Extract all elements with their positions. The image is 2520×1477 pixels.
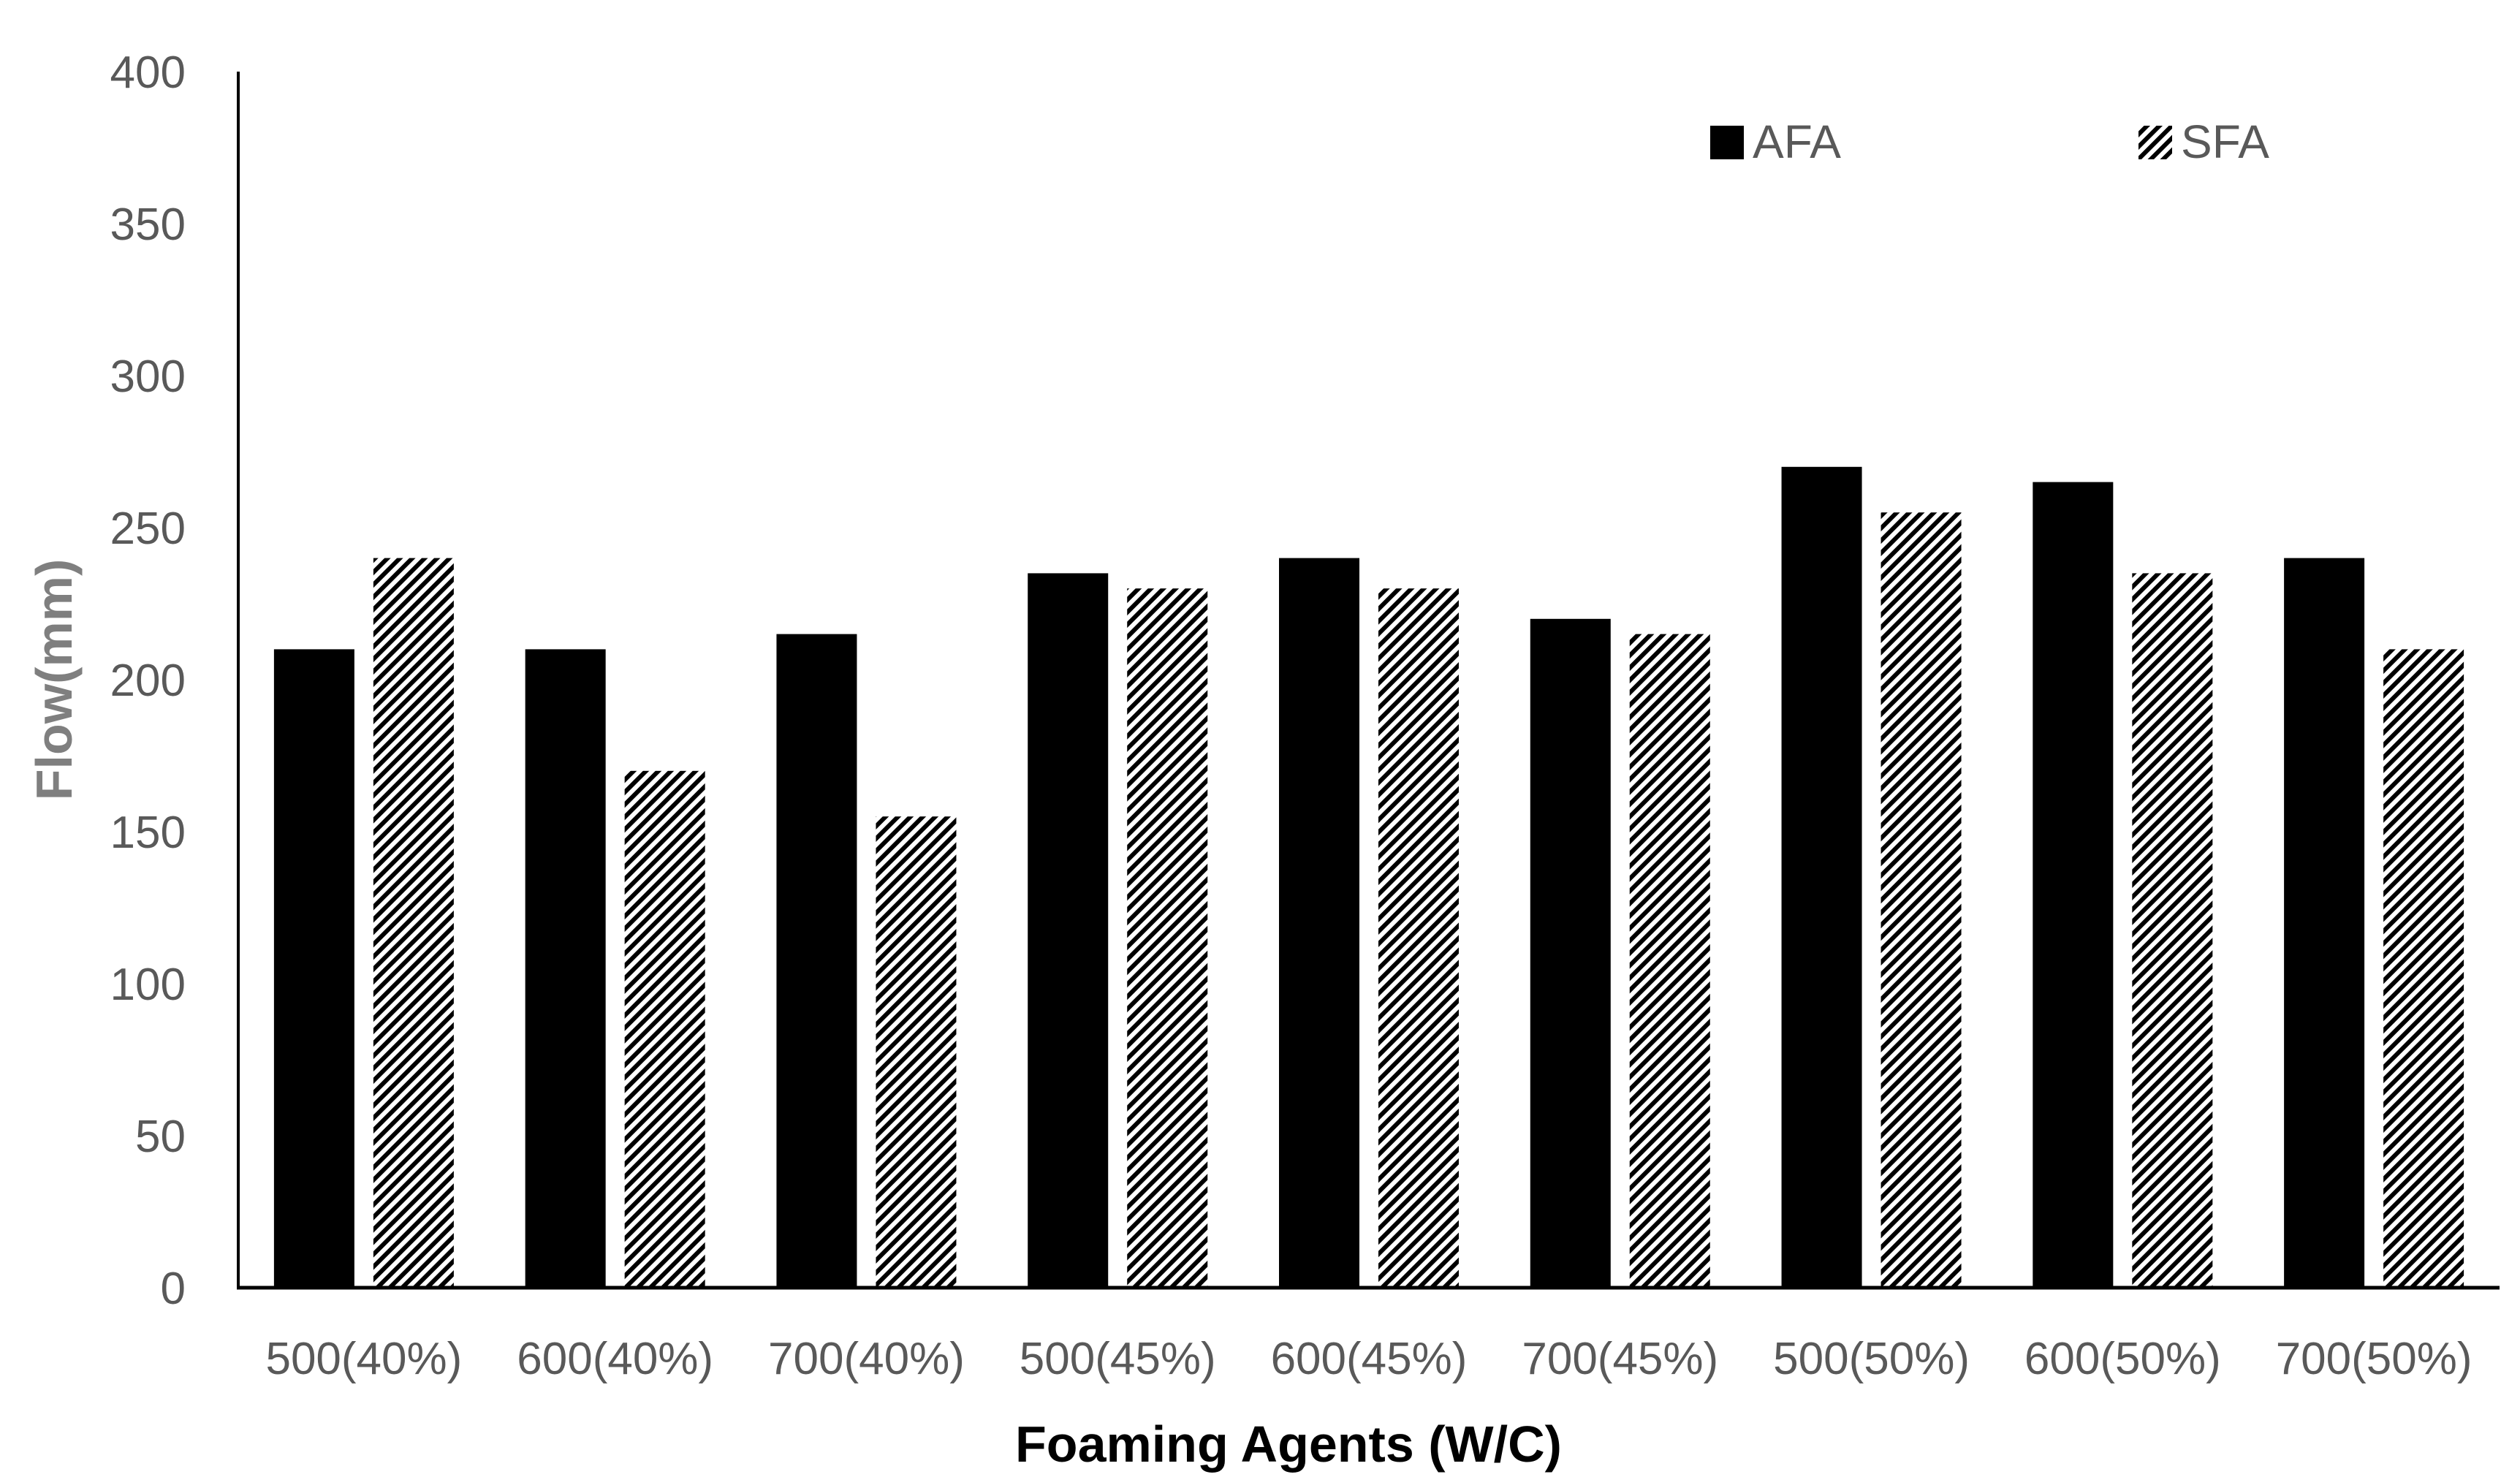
bar-sfa <box>373 558 454 1288</box>
legend: AFA SFA <box>1710 115 2269 168</box>
x-tick-label: 500(40%) <box>265 1334 462 1384</box>
legend-label-afa: AFA <box>1753 115 1841 168</box>
bar-sfa <box>2132 573 2213 1288</box>
bar-afa <box>1781 466 1862 1288</box>
y-tick-label: 100 <box>110 960 186 1010</box>
bar-afa <box>1028 573 1109 1288</box>
y-tick-label: 200 <box>110 656 186 706</box>
y-tick-label: 0 <box>161 1264 186 1314</box>
x-tick-label: 500(45%) <box>1020 1334 1216 1384</box>
x-axis-ticks: 500(40%) 600(40%) 700(40%) 500(45%) 600(45%)… <box>265 1334 2472 1384</box>
bar-sfa <box>1880 512 1962 1288</box>
legend-label-sfa: SFA <box>2181 115 2269 168</box>
bar-afa <box>2284 558 2365 1288</box>
y-tick-label: 300 <box>110 352 186 402</box>
y-axis-ticks: 0 50 100 150 200 250 300 350 400 <box>110 48 186 1314</box>
y-tick-label: 350 <box>110 200 186 250</box>
bar-afa <box>1279 558 1359 1288</box>
bar-sfa <box>1127 588 1208 1288</box>
y-axis-title: Flow(mm) <box>26 559 83 801</box>
bars-group <box>273 466 2464 1288</box>
y-tick-label: 400 <box>110 48 186 98</box>
bar-sfa <box>1629 634 1710 1288</box>
x-tick-label: 700(40%) <box>768 1334 965 1384</box>
bar-afa <box>776 634 857 1288</box>
bar-afa <box>273 649 354 1288</box>
y-tick-label: 50 <box>135 1112 186 1162</box>
bar-sfa <box>1378 588 1459 1288</box>
bar-afa <box>525 649 606 1288</box>
bar-afa <box>1530 618 1611 1288</box>
x-axis-title: Foaming Agents (W/C) <box>1015 1416 1562 1473</box>
bar-afa <box>2033 482 2114 1288</box>
x-tick-label: 500(50%) <box>1773 1334 1970 1384</box>
x-tick-label: 600(45%) <box>1271 1334 1468 1384</box>
x-tick-label: 600(40%) <box>517 1334 713 1384</box>
y-tick-label: 150 <box>110 808 186 858</box>
bar-sfa <box>624 770 705 1288</box>
x-tick-label: 700(50%) <box>2276 1334 2472 1384</box>
x-tick-label: 600(50%) <box>2024 1334 2221 1384</box>
legend-swatch-afa <box>1710 126 1744 159</box>
bar-sfa <box>876 816 957 1288</box>
legend-swatch-sfa <box>2138 126 2172 159</box>
bar-sfa <box>2383 649 2464 1288</box>
x-tick-label: 700(45%) <box>1522 1334 1718 1384</box>
y-tick-label: 250 <box>110 504 186 554</box>
